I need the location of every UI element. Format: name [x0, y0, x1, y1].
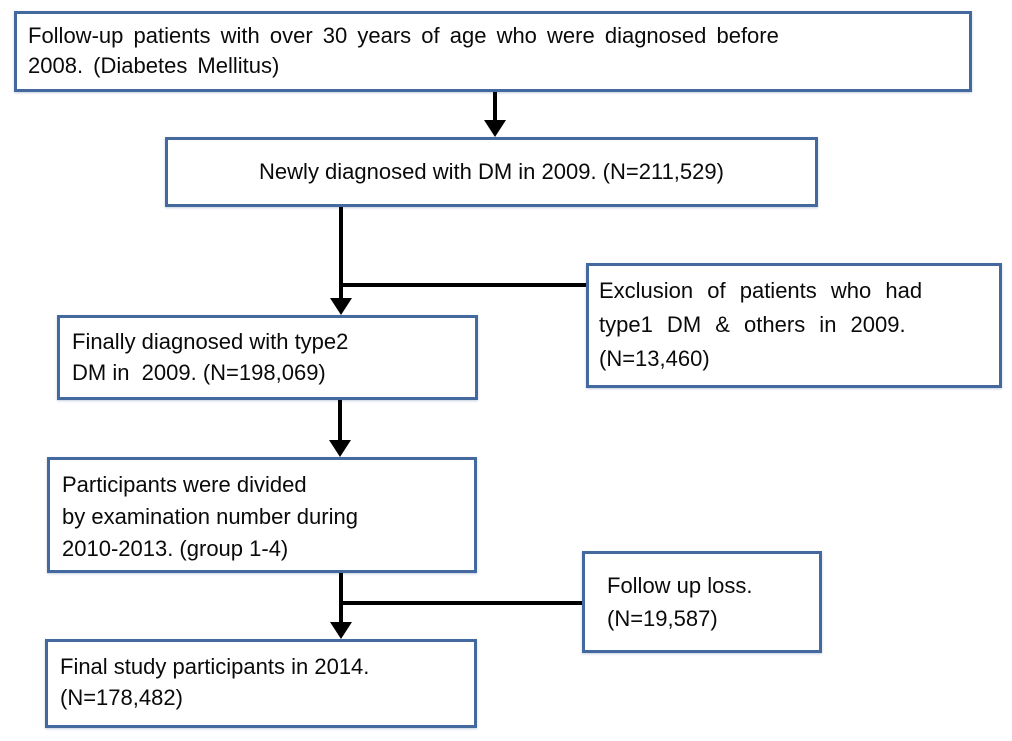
node-newly-diagnosed-text: Newly diagnosed with DM in 2009. (N=211,… — [259, 159, 724, 184]
node-followup-loss-text: Follow up loss. (N=19,587) — [607, 573, 753, 631]
arrowhead-down-icon — [484, 120, 506, 137]
node-source-population-text: Follow-up patients with over 30 years of… — [28, 23, 779, 78]
node-final-participants-text: Final study participants in 2014. (N=178… — [60, 654, 370, 710]
arrowhead-down-icon — [330, 622, 352, 639]
node-exclusion: Exclusion of patients who had type1 DM &… — [586, 263, 1002, 388]
node-divided-groups-text: Participants were divided by examination… — [62, 472, 358, 561]
arrowhead-down-icon — [329, 440, 351, 457]
connector-population-to-newly-stem — [493, 92, 497, 121]
connector-newly-to-type2-stem — [339, 207, 343, 299]
node-final-participants: Final study participants in 2014. (N=178… — [45, 639, 477, 728]
connector-branch-to-exclusion — [341, 283, 586, 287]
node-divided-groups: Participants were divided by examination… — [47, 457, 477, 573]
arrowhead-down-icon — [330, 298, 352, 315]
node-followup-loss: Follow up loss. (N=19,587) — [582, 551, 822, 653]
connector-branch-to-followup-loss — [341, 601, 582, 605]
node-newly-diagnosed: Newly diagnosed with DM in 2009. (N=211,… — [165, 137, 818, 207]
connector-divided-to-final-stem — [339, 573, 343, 623]
node-type2-diagnosed-text: Finally diagnosed with type2 DM in 2009.… — [72, 329, 349, 385]
node-exclusion-text: Exclusion of patients who had type1 DM &… — [599, 278, 923, 371]
connector-type2-to-divided-stem — [338, 400, 342, 441]
node-type2-diagnosed: Finally diagnosed with type2 DM in 2009.… — [57, 315, 478, 400]
node-source-population: Follow-up patients with over 30 years of… — [14, 11, 972, 92]
